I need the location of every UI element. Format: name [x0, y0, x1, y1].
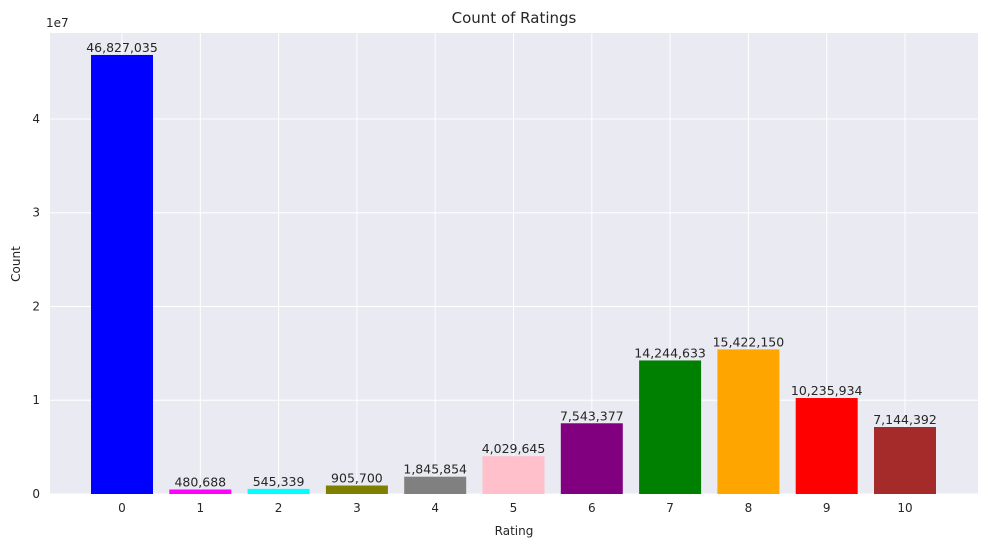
x-tick-label: 3: [353, 501, 361, 515]
bar-rating-4: [404, 476, 467, 494]
x-tick-label: 4: [431, 501, 439, 515]
x-tick-label: 10: [897, 501, 912, 515]
data-label-rating-7: 14,244,633: [634, 345, 706, 360]
y-tick-label: 2: [32, 299, 40, 313]
x-tick-label: 2: [275, 501, 283, 515]
y-tick-label: 3: [32, 206, 40, 220]
bar-rating-8: [717, 349, 780, 494]
x-tick-labels: 0 1 2 3 4 5 6 7 8 9 10: [118, 501, 912, 515]
y-tick-label: 4: [32, 112, 40, 126]
bar-rating-5: [482, 456, 545, 494]
x-tick-label: 8: [745, 501, 753, 515]
y-tick-label: 1: [32, 393, 40, 407]
y-offset-text: 1e7: [46, 16, 69, 30]
data-label-rating-4: 1,845,854: [403, 462, 467, 477]
data-label-rating-9: 10,235,934: [791, 383, 863, 398]
y-tick-label: 0: [32, 487, 40, 501]
bar-rating-2: [247, 488, 310, 494]
data-label-rating-10: 7,144,392: [873, 412, 937, 427]
bars: [91, 54, 936, 494]
data-label-rating-1: 480,688: [174, 474, 226, 489]
data-label-rating-2: 545,339: [253, 474, 305, 489]
bar-rating-9: [795, 398, 858, 494]
x-axis-label: Rating: [495, 524, 534, 538]
data-label-rating-8: 15,422,150: [713, 334, 785, 349]
data-label-rating-6: 7,543,377: [560, 408, 624, 423]
data-label-rating-3: 905,700: [331, 471, 383, 486]
bar-rating-7: [639, 360, 702, 494]
x-tick-label: 9: [823, 501, 831, 515]
x-tick-label: 7: [666, 501, 674, 515]
x-tick-label: 5: [510, 501, 518, 515]
bar-rating-3: [325, 485, 388, 494]
x-tick-label: 1: [196, 501, 204, 515]
y-tick-labels: 0 1 2 3 4: [32, 112, 40, 501]
bar-rating-1: [169, 489, 232, 494]
data-label-rating-5: 4,029,645: [482, 441, 546, 456]
data-labels: 46,827,035 480,688 545,339 905,700 1,845,854…: [86, 40, 937, 490]
gridlines: [50, 33, 978, 495]
x-tick-label: 0: [118, 501, 126, 515]
chart-title: Count of Ratings: [452, 9, 577, 27]
bar-rating-10: [874, 427, 936, 494]
data-label-rating-0: 46,827,035: [86, 40, 158, 55]
bar-rating-0: [91, 54, 153, 494]
x-tick-label: 6: [588, 501, 596, 515]
bar-rating-6: [560, 423, 623, 494]
y-axis-label: Count: [9, 246, 23, 282]
